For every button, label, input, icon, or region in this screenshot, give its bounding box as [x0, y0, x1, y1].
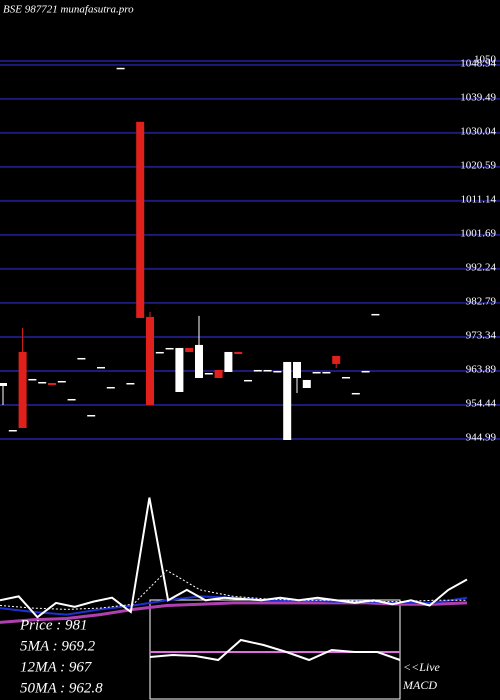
- candle-body: [0, 382, 7, 386]
- candle-body: [273, 370, 282, 373]
- candle-body: [322, 371, 331, 374]
- candle-body: [351, 392, 360, 395]
- candle-body: [253, 369, 262, 372]
- candle-body: [165, 347, 174, 350]
- candle-body: [97, 366, 105, 369]
- info-text: 50MA : 962.8: [20, 680, 103, 696]
- candle-body: [18, 351, 27, 428]
- candle-body: [155, 351, 164, 354]
- y-tick-label: 992.24: [466, 261, 497, 273]
- candle-body: [38, 381, 47, 384]
- candle-body: [263, 369, 272, 372]
- y-tick-label: 944.99: [466, 432, 497, 444]
- candle-body: [204, 372, 213, 375]
- y-tick-label: 1048.94: [460, 57, 496, 69]
- y-tick-label: 1030.04: [460, 125, 496, 137]
- info-text: 12MA : 967: [20, 659, 93, 675]
- indicator-line: [0, 497, 468, 619]
- candle-body: [371, 313, 380, 316]
- candle-body: [342, 376, 350, 379]
- y-tick-label: 1039.49: [460, 91, 496, 103]
- candle-body: [244, 379, 252, 382]
- info-text: Price : 981: [19, 617, 87, 633]
- y-tick-label: 973.34: [466, 329, 497, 341]
- indicator-line: [0, 569, 467, 610]
- y-tick-label: 982.79: [466, 295, 497, 307]
- macd-line: [149, 638, 401, 662]
- candle-body: [116, 67, 125, 70]
- candle-body: [312, 371, 321, 374]
- info-text: 5MA : 969.2: [20, 638, 96, 654]
- candle-body: [28, 378, 37, 381]
- chart-title: BSE 987721 munafasutra.pro: [3, 4, 134, 16]
- macd-label: MACD: [402, 678, 437, 692]
- candle-body: [185, 347, 194, 352]
- candle-body: [302, 379, 311, 388]
- y-tick-label: 954.44: [466, 398, 497, 410]
- candle-body: [293, 361, 301, 378]
- candle-body: [106, 386, 115, 389]
- y-tick-label: 1011.14: [461, 193, 497, 205]
- candle-body: [57, 380, 66, 383]
- candle-body: [214, 369, 223, 378]
- candle-body: [361, 370, 370, 373]
- candle-body: [87, 414, 96, 417]
- candle-body: [332, 355, 341, 364]
- y-tick-label: 1020.59: [460, 159, 496, 171]
- candle-body: [136, 121, 145, 318]
- y-tick-label: 1050: [474, 54, 497, 66]
- candle-body: [67, 398, 76, 401]
- candle-body: [224, 351, 233, 372]
- candle-body: [195, 344, 203, 378]
- candle-body: [283, 361, 292, 441]
- candle-body: [234, 351, 243, 354]
- candle-body: [146, 316, 154, 405]
- y-tick-label: 1001.69: [460, 227, 496, 239]
- candle-body: [126, 382, 135, 385]
- candle-body: [77, 357, 86, 360]
- candle-body: [48, 382, 56, 385]
- candle-body: [175, 347, 184, 392]
- y-tick-label: 963.89: [466, 363, 497, 375]
- macd-label: <<Live: [403, 660, 441, 674]
- candle-body: [8, 430, 17, 432]
